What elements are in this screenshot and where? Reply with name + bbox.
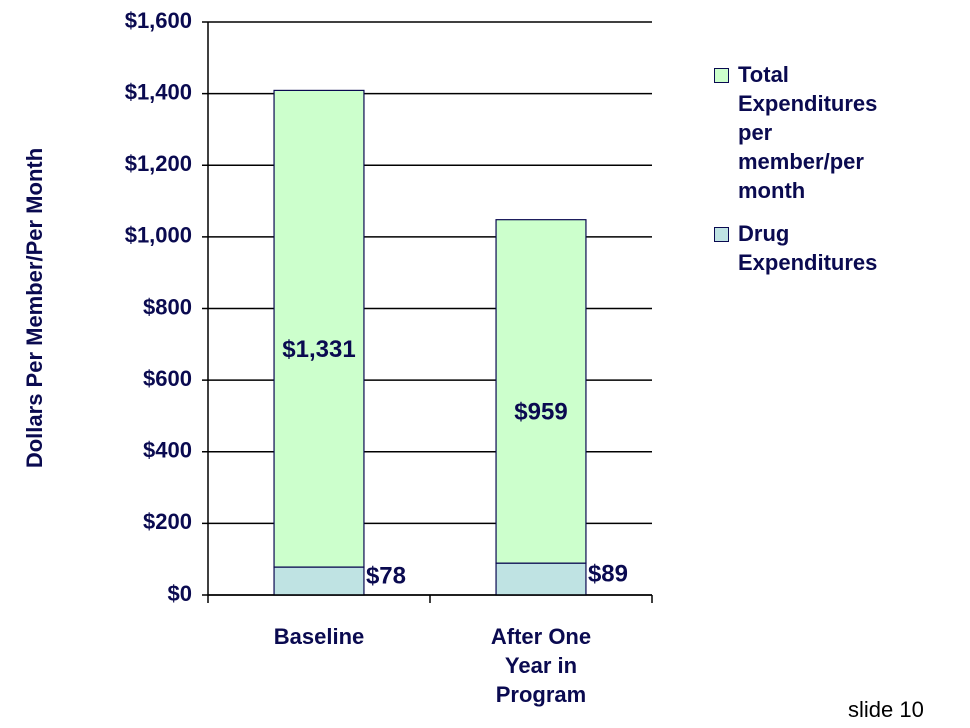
legend-label: Total Expenditures per member/per month bbox=[738, 62, 878, 203]
legend-swatch bbox=[714, 68, 729, 83]
y-tick-label: $1,400 bbox=[125, 79, 192, 104]
bar-segment bbox=[495, 562, 587, 596]
y-tick-label: $600 bbox=[143, 366, 192, 391]
bar-segment bbox=[273, 89, 365, 568]
y-tick-label: $800 bbox=[143, 294, 192, 319]
y-tick-label: $200 bbox=[143, 509, 192, 534]
slide-number: slide 10 bbox=[848, 697, 924, 722]
y-tick-label: $1,000 bbox=[125, 223, 192, 248]
y-axis-title: Dollars Per Member/Per Month bbox=[22, 148, 47, 468]
bar-segment bbox=[273, 566, 365, 596]
y-tick-label: $1,200 bbox=[125, 151, 192, 176]
legend-label: Drug Expenditures bbox=[738, 221, 878, 275]
y-tick-label: $1,600 bbox=[125, 8, 192, 33]
value-label: $78 bbox=[366, 562, 406, 589]
y-tick-label: $0 bbox=[168, 581, 192, 606]
legend-swatch bbox=[714, 227, 729, 242]
x-tick-label: Baseline bbox=[273, 624, 365, 649]
value-label: $1,331 bbox=[282, 336, 355, 363]
value-label: $89 bbox=[588, 560, 628, 587]
x-tick-label: After One Year in Program bbox=[490, 624, 592, 707]
bar-segment bbox=[495, 219, 587, 564]
value-label: $959 bbox=[514, 399, 567, 426]
y-tick-label: $400 bbox=[143, 438, 192, 463]
